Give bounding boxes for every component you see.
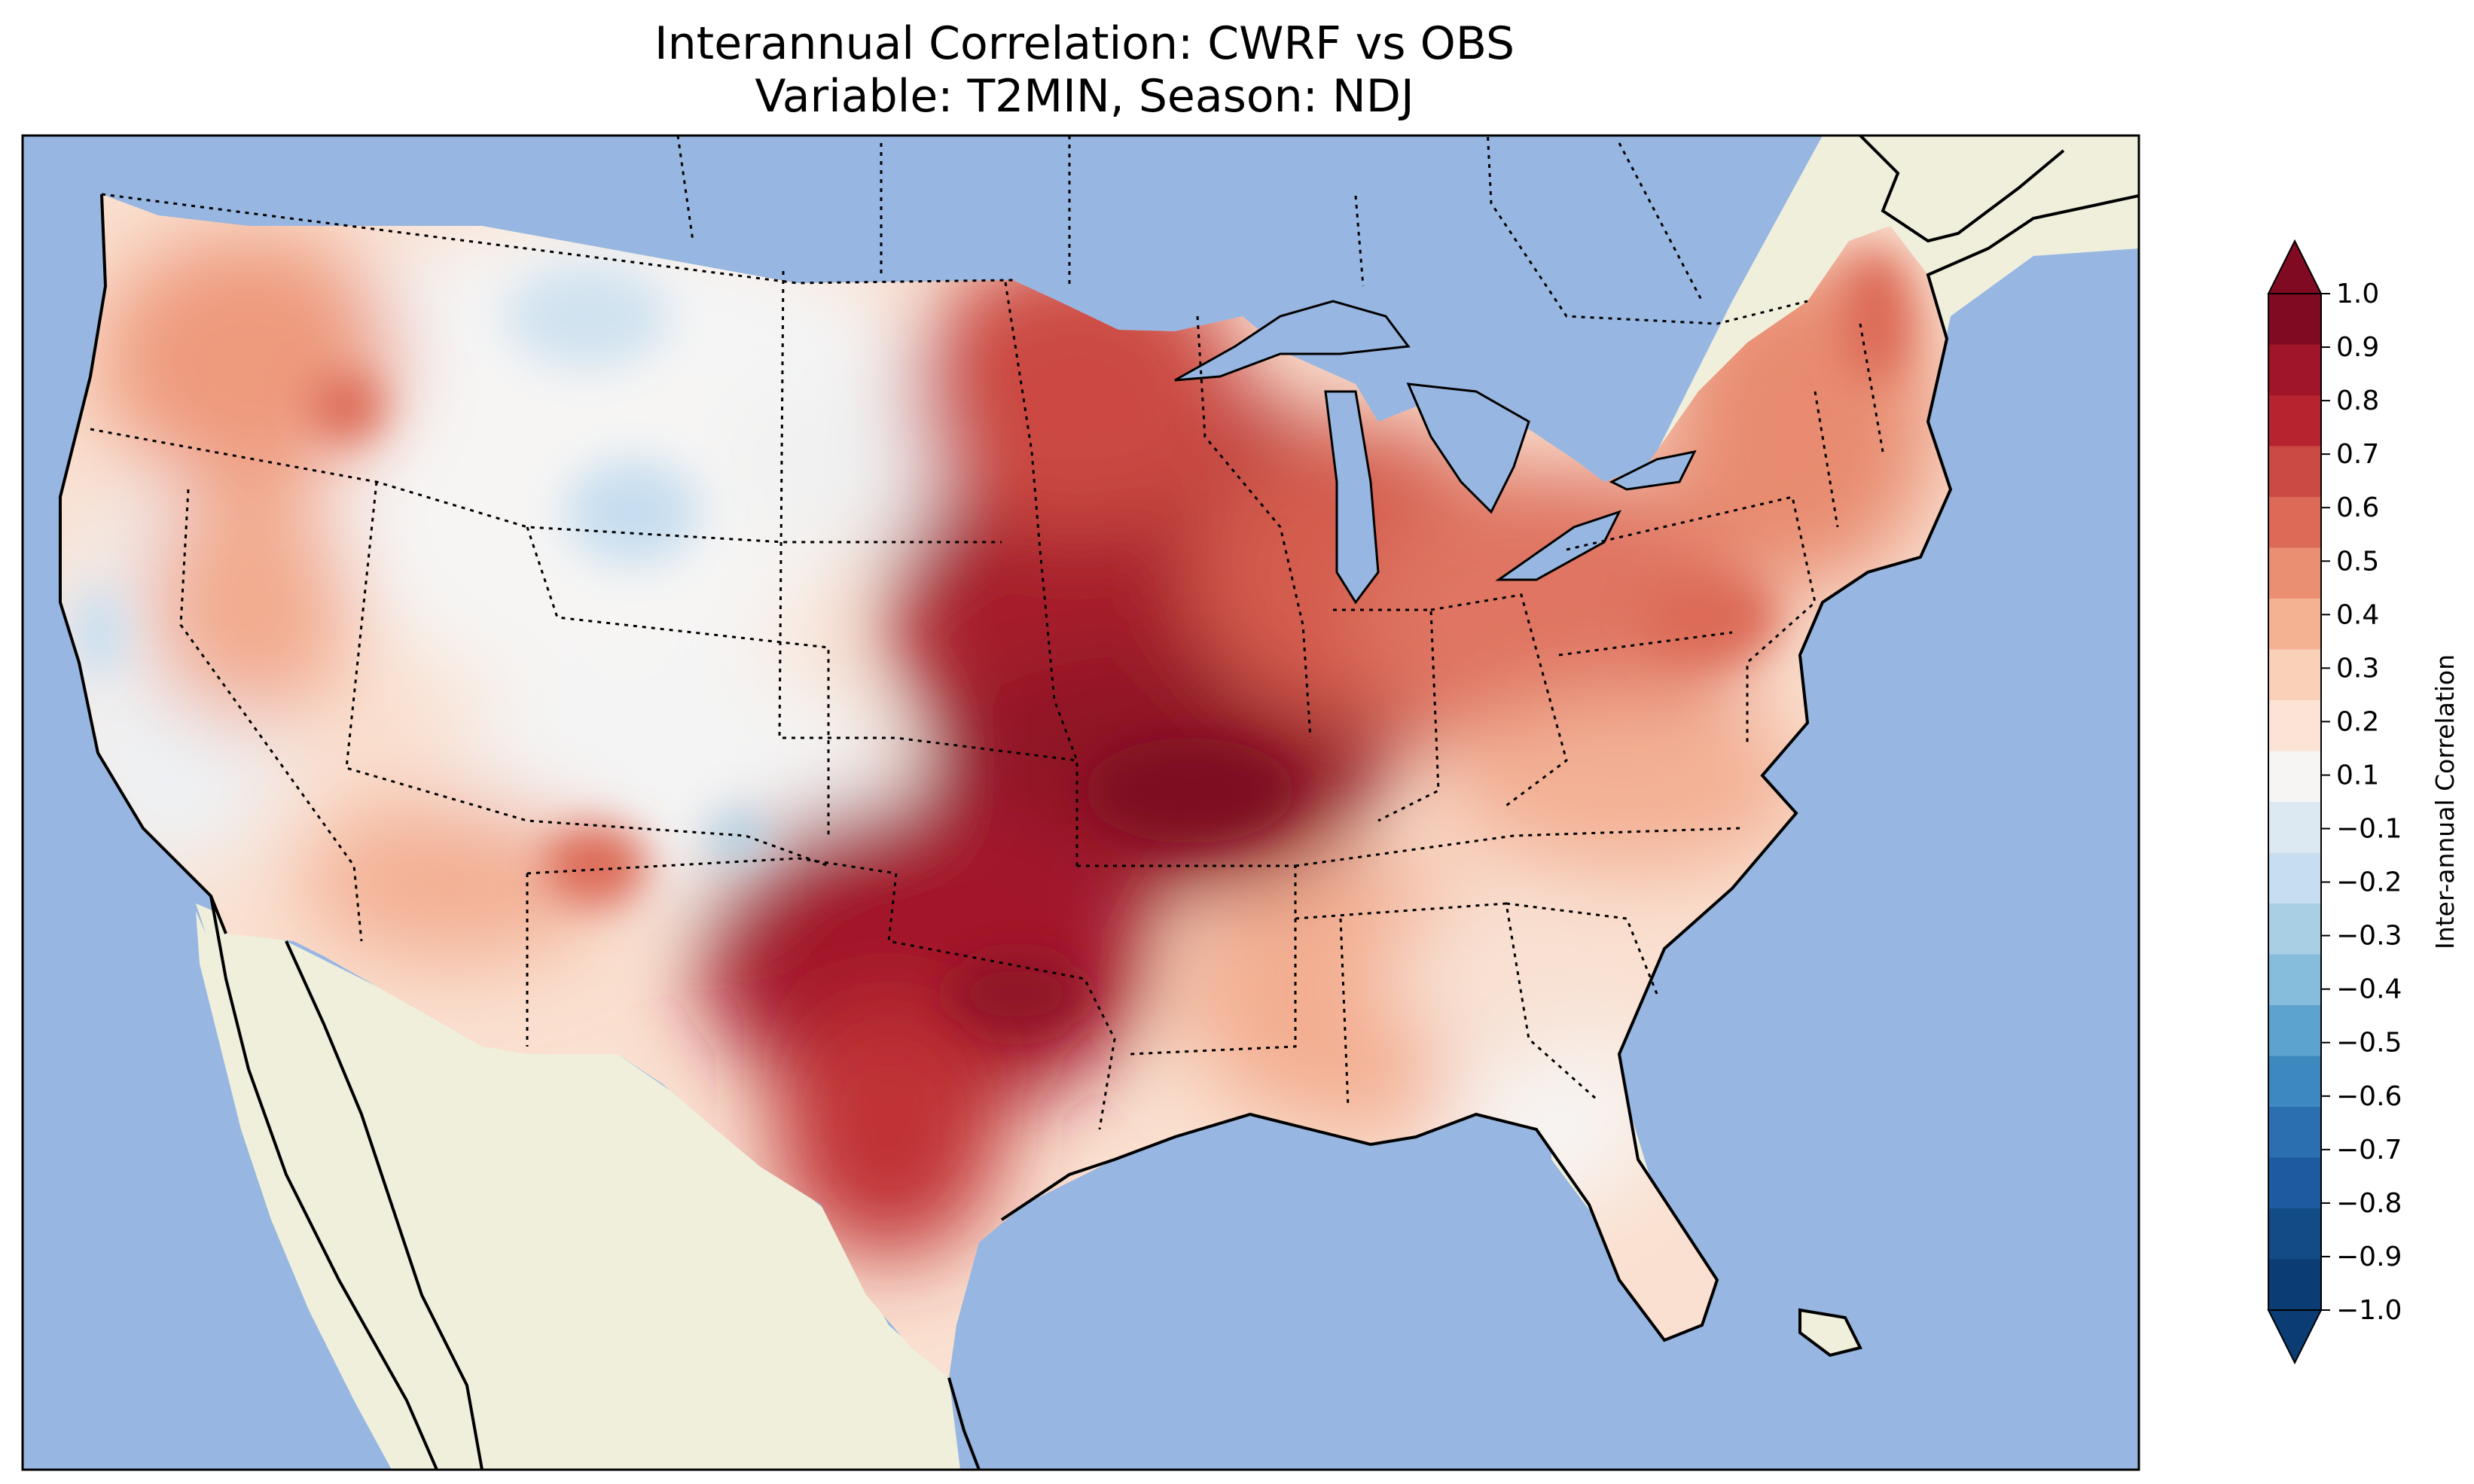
title-line-2: Variable: T2MIN, Season: NDJ bbox=[755, 70, 1414, 123]
baja-land bbox=[196, 911, 433, 1470]
colorbar-tick-label: −0.4 bbox=[2336, 974, 2402, 1005]
colorbar-tick-label: −0.6 bbox=[2336, 1081, 2402, 1112]
colorbar-tick-label: 0.2 bbox=[2336, 706, 2379, 737]
colorbar-band bbox=[2268, 700, 2321, 751]
colorbar-tick-label: −0.5 bbox=[2336, 1028, 2402, 1059]
colorbar-tick-label: −0.2 bbox=[2336, 867, 2402, 898]
colorbar-band bbox=[2268, 1056, 2321, 1108]
colorbar-label: Inter-annual Correlation bbox=[2430, 654, 2460, 949]
colorbar-tick-label: −0.9 bbox=[2336, 1242, 2402, 1272]
colorbar-band bbox=[2268, 1157, 2321, 1209]
colorbar-tick-label: 0.3 bbox=[2336, 653, 2379, 684]
colorbar-tick-label: −0.1 bbox=[2336, 814, 2402, 845]
colorbar-band bbox=[2268, 1259, 2321, 1311]
colorbar-band bbox=[2268, 294, 2321, 345]
cuba-coast bbox=[1798, 1308, 1862, 1358]
colorbar-band bbox=[2268, 395, 2321, 446]
colorbar-tick-label: −1.0 bbox=[2336, 1295, 2402, 1326]
colorbar-band bbox=[2268, 751, 2321, 803]
colorbar-band bbox=[2268, 446, 2321, 498]
colorbar-extend-max bbox=[2267, 239, 2323, 294]
colorbar-band bbox=[2268, 1208, 2321, 1260]
colorbar-tick-label: 0.5 bbox=[2336, 546, 2379, 577]
title-line-1: Interannual Correlation: CWRF vs OBS bbox=[654, 17, 1515, 70]
colorbar-tick-label: 0.9 bbox=[2336, 332, 2379, 363]
colorbar-band bbox=[2268, 904, 2321, 955]
coastlines bbox=[59, 136, 2139, 1470]
colorbar-tick-label: 0.6 bbox=[2336, 492, 2379, 523]
colorbar-band bbox=[2268, 344, 2321, 396]
colorbar-band bbox=[2268, 547, 2321, 599]
state-boundaries bbox=[90, 136, 1884, 1130]
colorbar-tick-label: 1.0 bbox=[2336, 279, 2379, 309]
lake-huron bbox=[1406, 382, 1530, 514]
colorbar-outline bbox=[2268, 293, 2322, 1311]
us-coastline bbox=[59, 193, 2139, 1342]
map-panel bbox=[23, 136, 2139, 1470]
lake-erie bbox=[1495, 510, 1621, 581]
colorbar-tick-label: −0.8 bbox=[2336, 1188, 2402, 1219]
lake-michigan bbox=[1324, 390, 1380, 605]
gulf-of-california-coast bbox=[285, 940, 484, 1470]
colorbar-band bbox=[2268, 802, 2321, 853]
colorbar-band bbox=[2268, 954, 2321, 1006]
colorbar-tick-label: −0.3 bbox=[2336, 921, 2402, 952]
colorbar-extend-min bbox=[2267, 1309, 2323, 1365]
baja-coast bbox=[209, 895, 438, 1470]
colorbar-tick-label: 0.1 bbox=[2336, 760, 2379, 791]
colorbar: 1.0 0.9 0.8 0.7 0.6 0.5 0.4 0.3 0.2 0.1 −0.1 −0.2 −0… bbox=[2267, 239, 2460, 1365]
great-lakes bbox=[1174, 300, 1697, 605]
lake-ontario bbox=[1609, 449, 1697, 491]
colorbar-tick-label: 0.4 bbox=[2336, 599, 2379, 630]
colorbar-tick-label: 0.8 bbox=[2336, 385, 2379, 416]
colorbar-band bbox=[2268, 599, 2321, 650]
mexico-gulf-coast bbox=[947, 1377, 981, 1470]
map-frame bbox=[21, 134, 2140, 1471]
colorbar-tick-label: −0.7 bbox=[2336, 1135, 2402, 1166]
colorbar-band bbox=[2268, 649, 2321, 701]
colorbar-band bbox=[2268, 1005, 2321, 1056]
mexico-land bbox=[196, 904, 960, 1470]
lake-superior bbox=[1174, 300, 1411, 382]
canada-east-coast bbox=[1859, 136, 2065, 243]
colorbar-tick-label: 0.7 bbox=[2336, 439, 2379, 470]
colorbar-band bbox=[2268, 852, 2321, 904]
colorbar-band bbox=[2268, 1107, 2321, 1158]
colorbar-band bbox=[2268, 497, 2321, 548]
